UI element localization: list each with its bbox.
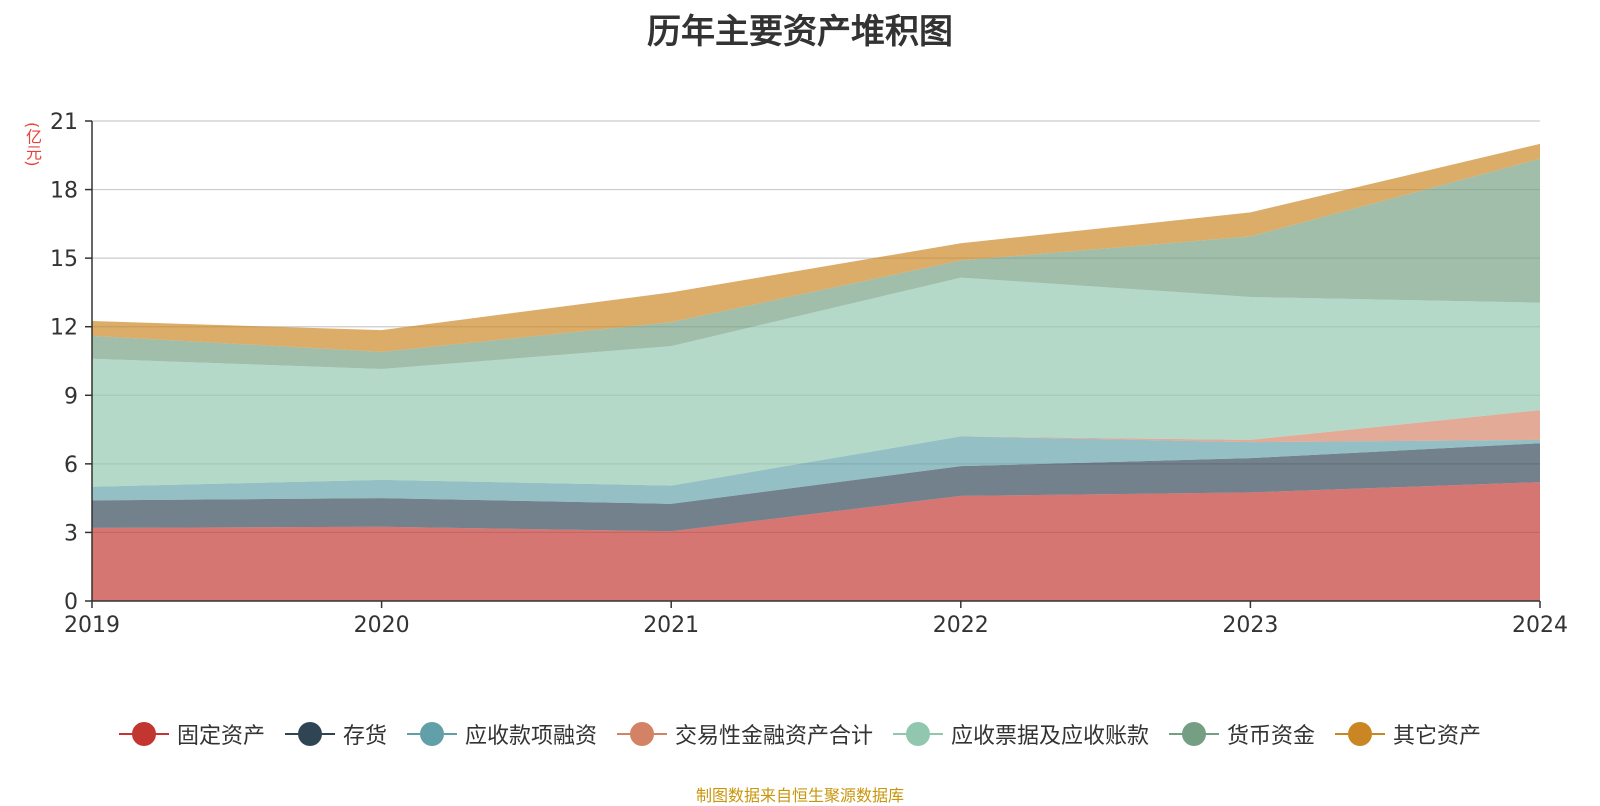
axes: 0 3 6 9 12 15 18 21 2019 2020 2021 2022 2023 2024 [50,110,1568,638]
legend-item[interactable]: 存货 [284,718,387,750]
legend-marker-dot [419,722,444,746]
area-series-6 [92,158,1540,369]
legend-label: 货币资金 [1227,724,1316,749]
legend-item[interactable]: 交易性金融资产合计 [616,718,873,750]
area-series-2 [92,443,1540,532]
y-tick-label: 21 [50,110,78,135]
legend-marker-dot [1182,722,1207,746]
area-series-3 [92,436,1540,504]
legend-item[interactable]: 固定资产 [118,718,265,750]
legend: 固定资产 存货 应收款项融资 交易性金融资产合计 应收票据及应收账款 货币资金 其它资产 [0,718,1600,750]
y-tick-label: 15 [50,247,78,272]
legend-item[interactable]: 货币资金 [1169,718,1315,750]
legend-marker-icon [284,721,335,747]
legend-marker-dot [629,722,654,746]
y-tick-label: 6 [64,453,78,478]
legend-item[interactable]: 应收票据及应收账款 [893,718,1149,750]
y-tick-label: 12 [50,316,78,341]
legend-label: 应收款项融资 [464,724,597,749]
legend-item[interactable]: 其它资产 [1335,718,1481,750]
legend-label: 固定资产 [176,724,265,749]
legend-label: 应收票据及应收账款 [951,724,1150,749]
y-tick-label: 3 [64,521,78,546]
legend-marker-icon [1335,721,1386,747]
legend-marker-dot [297,722,322,746]
legend-marker-dot [906,722,930,746]
x-tick-label: 2021 [643,613,699,638]
area-series-1 [92,482,1540,601]
y-tick-label: 0 [64,590,78,615]
legend-marker-dot [131,722,156,746]
area-series-7 [92,143,1540,352]
x-tick-label: 2020 [354,613,410,638]
y-axis-unit-label: (亿元) [23,122,42,167]
x-tick-label: 2024 [1512,613,1568,638]
y-tick-label: 9 [64,384,78,409]
legend-marker-icon [406,721,457,747]
legend-marker-dot [1348,722,1373,746]
legend-label: 存货 [342,724,387,749]
legend-item[interactable]: 应收款项融资 [406,718,597,750]
legend-label: 交易性金融资产合计 [674,724,873,749]
source-note: 制图数据来自恒生聚源数据库 [695,786,904,805]
legend-label: 其它资产 [1393,724,1482,749]
area-series [92,143,1540,601]
legend-marker-icon [893,721,943,747]
chart-title: 历年主要资产堆积图 [647,12,953,52]
legend-marker-icon [118,721,169,747]
legend-marker-icon [1169,721,1220,747]
legend-marker-icon [616,721,667,747]
x-tick-label: 2022 [933,613,989,638]
x-tick-label: 2019 [64,613,120,638]
x-tick-label: 2023 [1222,613,1278,638]
area-series-5 [92,277,1540,487]
y-tick-label: 18 [50,179,78,204]
